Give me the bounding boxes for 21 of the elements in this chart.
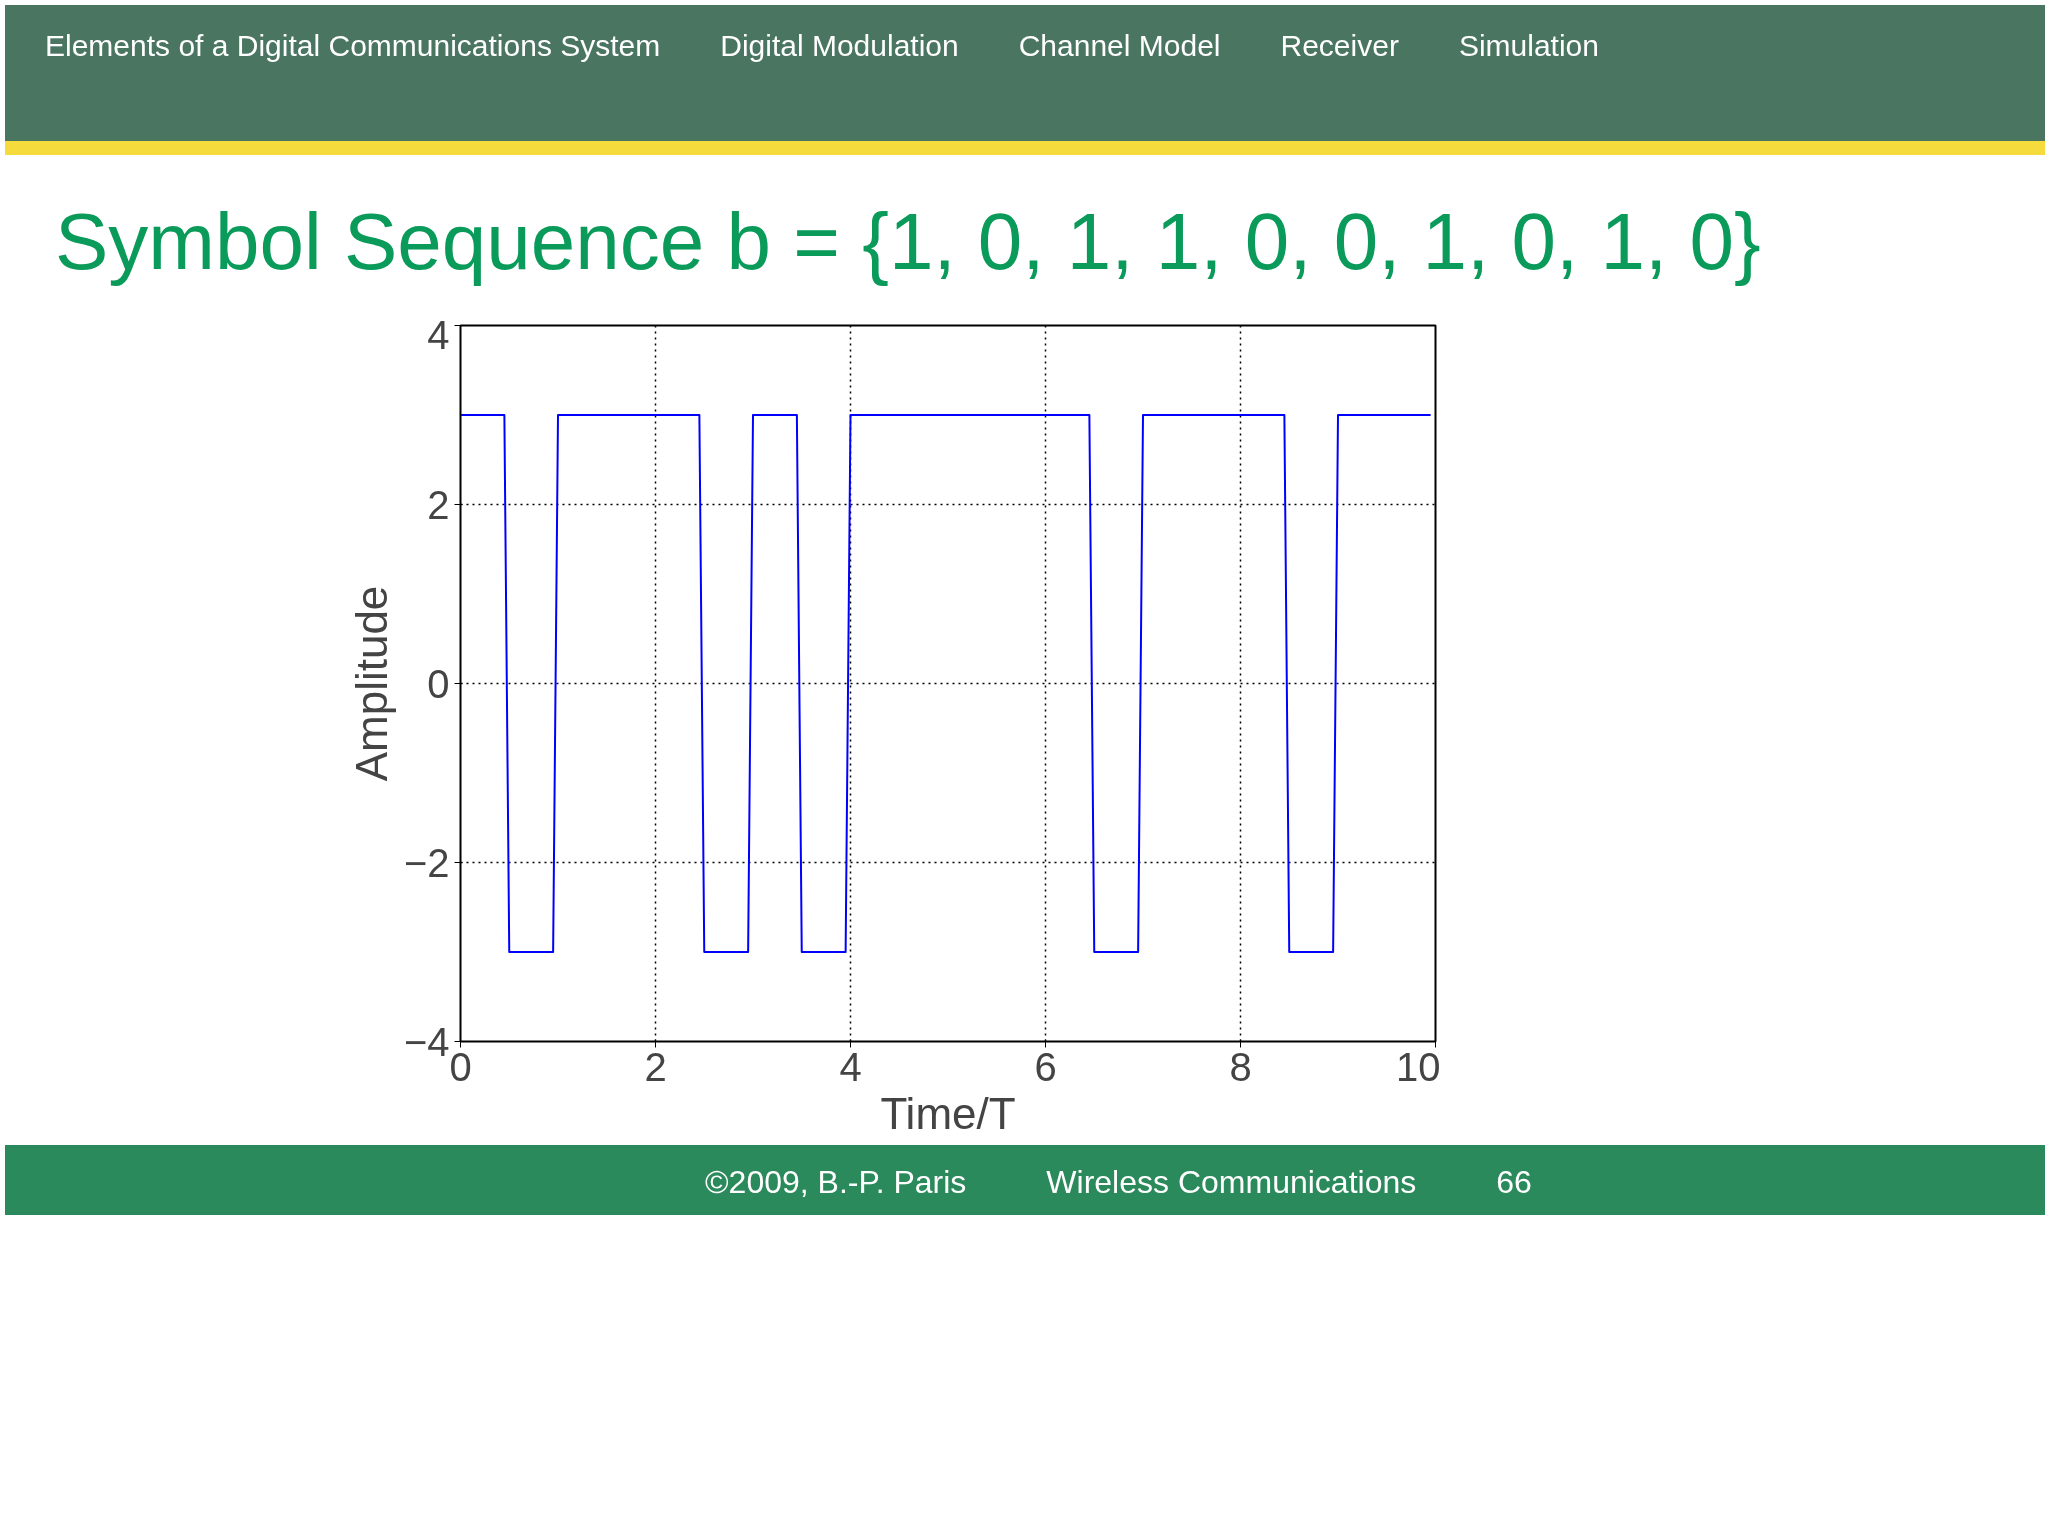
text: 66 (1496, 1163, 1532, 1202)
x-tick-label: 6 (1034, 1044, 1057, 1089)
y-tick-label: −4 (403, 1019, 450, 1064)
x-tick-label: 10 (1396, 1044, 1441, 1089)
y-tick-label: −2 (403, 840, 450, 885)
text: ©2009, B.-P. Paris (705, 1163, 967, 1202)
y-tick-label: 0 (427, 661, 450, 706)
text: Channel Model (1018, 29, 1221, 62)
x-tick-label: 4 (839, 1044, 862, 1089)
text: Simulation (1458, 29, 1599, 62)
text: Digital Modulation (720, 29, 959, 62)
x-tick-label: 8 (1229, 1044, 1252, 1089)
x-tick-label: 2 (644, 1044, 667, 1089)
y-axis-title: Amplitude (346, 585, 396, 782)
text: Elements of a Digital Communications System (45, 29, 661, 62)
y-tick-label: 4 (427, 312, 450, 357)
x-axis-title: Time/T (880, 1088, 1016, 1138)
y-tick-label: 2 (427, 482, 450, 527)
text: Receiver (1280, 29, 1399, 62)
chart-title: Symbol Sequence b = {1, 0, 1, 1, 0, 0, 1, 0, 1, 0} (55, 196, 1761, 288)
text: Wireless Communications (1046, 1163, 1417, 1202)
